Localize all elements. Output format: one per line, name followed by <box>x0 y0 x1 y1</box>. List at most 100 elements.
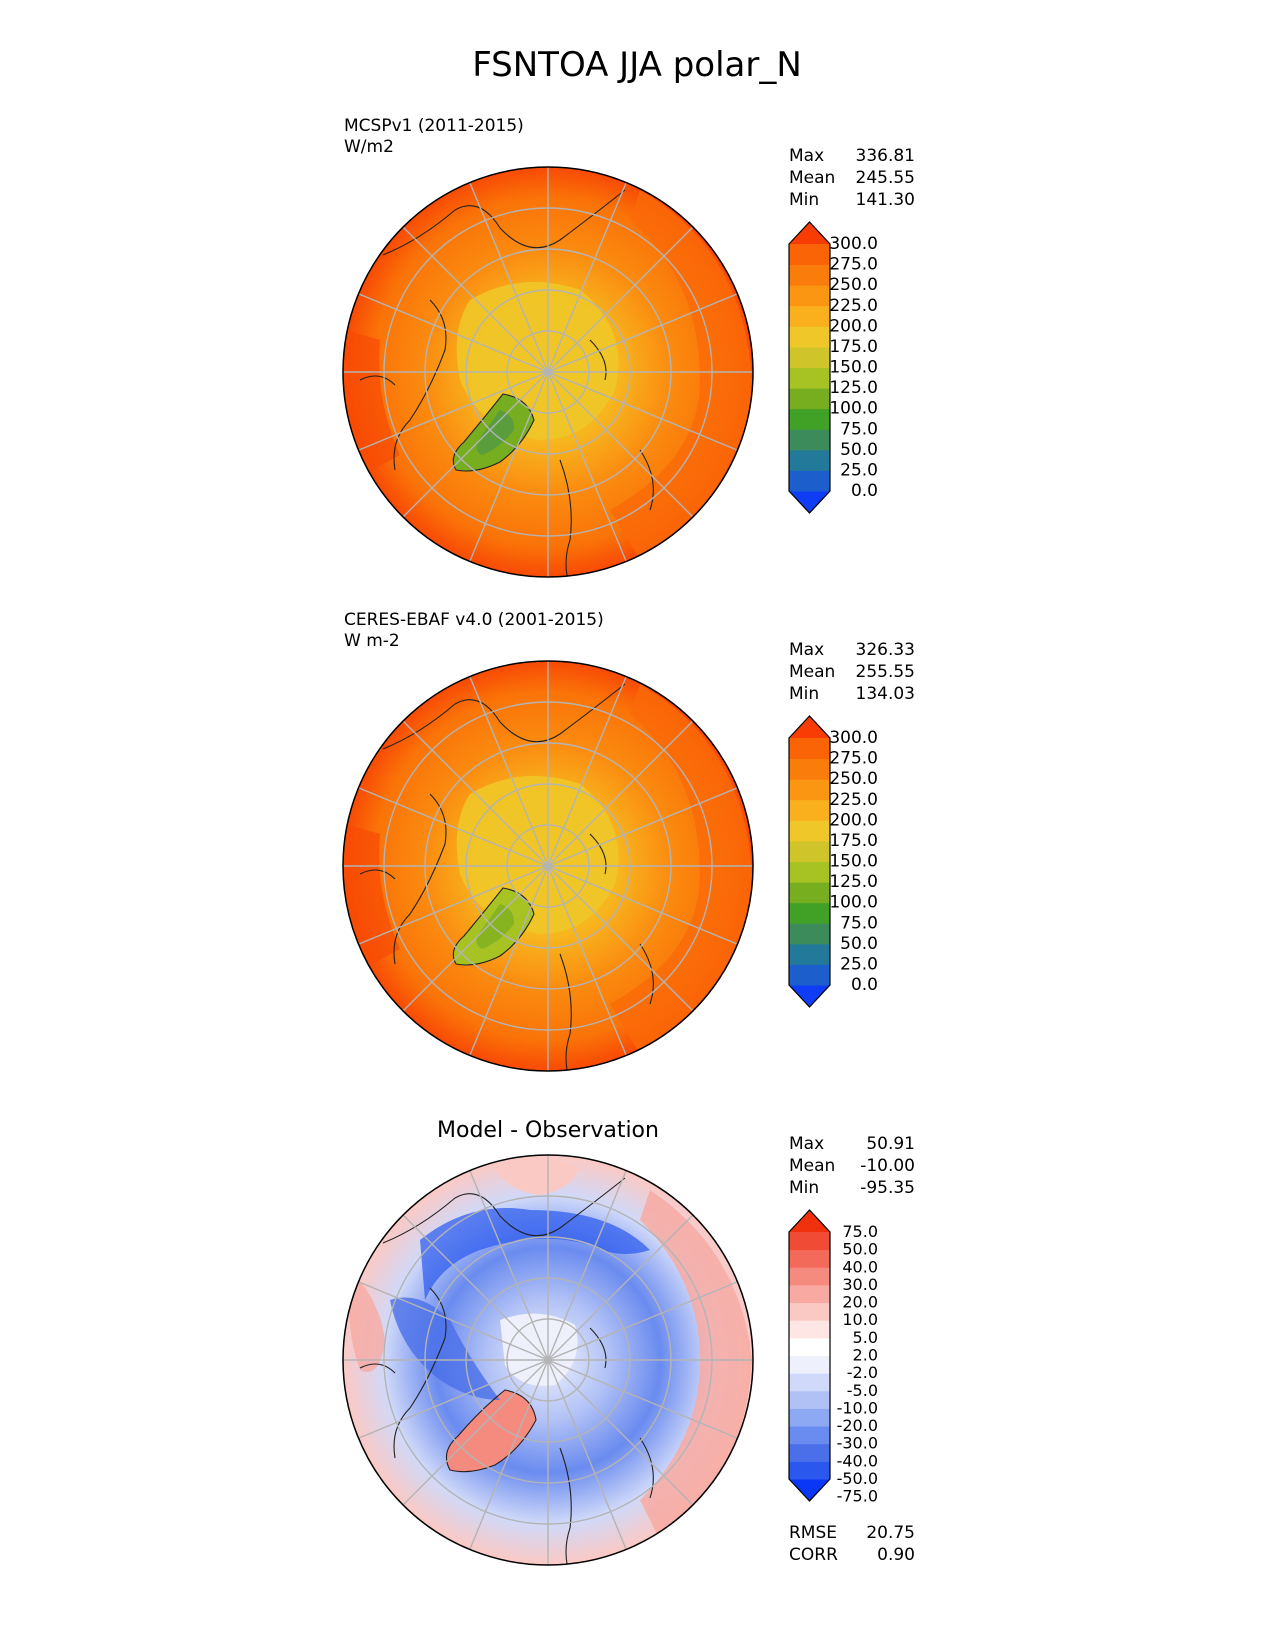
colorbar-tick-label: 200.0 <box>829 810 878 830</box>
colorbar-segment <box>789 902 830 924</box>
coastline <box>359 683 654 1071</box>
colorbar-tick-label: -5.0 <box>847 1381 878 1400</box>
colorbar-tick-label: 75.0 <box>842 1222 878 1241</box>
positive-bias-west <box>348 1270 385 1372</box>
colorbar-outline <box>788 221 831 514</box>
colorbar-segment <box>789 1337 830 1356</box>
colorbar-segment <box>789 882 830 904</box>
colorbar-tick-label: 5.0 <box>853 1328 878 1347</box>
colorbar-extend-max <box>789 222 830 244</box>
gridline-meridians <box>343 167 753 577</box>
map-outer-band-east <box>610 684 753 1054</box>
colorbar-segment <box>789 820 830 842</box>
colorbar-tick-label: 0.0 <box>851 975 878 995</box>
colorbar-tick-label: 40.0 <box>842 1257 878 1276</box>
colorbar-tick-label: -50.0 <box>837 1469 878 1488</box>
stat-value: 255.55 <box>856 662 915 682</box>
colorbar-tick-label: 250.0 <box>829 769 878 789</box>
stat-label: RMSE <box>789 1523 837 1543</box>
greenland-positive-bias <box>446 1390 536 1472</box>
map-outer-band-east <box>610 190 753 560</box>
colorbar-tick-label: 50.0 <box>842 1240 878 1259</box>
colorbar-segment <box>789 326 830 348</box>
polar-map <box>342 660 754 1072</box>
stat-value: 326.33 <box>856 640 915 660</box>
map-border <box>342 1154 754 1566</box>
colorbar-tick-label: 125.0 <box>829 872 878 892</box>
stat-label: Mean <box>789 1156 835 1176</box>
colorbar-tick-label: 100.0 <box>829 399 878 419</box>
stat-value: -95.35 <box>860 1178 915 1198</box>
positive-bias-north <box>490 1156 580 1195</box>
colorbar-tick-label: 300.0 <box>829 234 878 254</box>
colorbar-segment <box>789 799 830 821</box>
colorbar-segment <box>789 1373 830 1392</box>
colorbar-extend-min <box>789 1479 830 1501</box>
panel-title: Model - Observation <box>437 1118 659 1143</box>
stat-value: 141.30 <box>856 190 915 210</box>
colorbar-tick-label: -30.0 <box>837 1434 878 1453</box>
figure-title: FSNTOA JJA polar_N <box>472 45 802 85</box>
greenland-coast <box>452 887 535 966</box>
gridline-meridians <box>343 1155 753 1565</box>
colorbar-segment <box>789 367 830 389</box>
colorbar-segment <box>789 470 830 492</box>
panel-units: W/m2 <box>344 137 394 157</box>
colorbar-segment <box>789 305 830 327</box>
panel-source-label: MCSPv1 (2011-2015) <box>344 116 524 136</box>
colorbar-segment <box>789 1461 830 1480</box>
colorbar-tick-label: 10.0 <box>842 1310 878 1329</box>
colorbar-tick-label: 150.0 <box>829 852 878 872</box>
colorbar: 75.050.040.030.020.010.05.02.0-2.0-5.0-1… <box>788 1209 878 1506</box>
colorbar-tick-label: -2.0 <box>847 1363 878 1382</box>
colorbar-tick-label: 225.0 <box>829 296 878 316</box>
stat-label: Max <box>789 1134 824 1154</box>
colorbar-segment <box>789 408 830 430</box>
stat-value: 50.91 <box>866 1134 915 1154</box>
colorbar-segment <box>789 1408 830 1427</box>
colorbar-tick-label: 275.0 <box>829 749 878 769</box>
colorbar-segment <box>789 1302 830 1321</box>
map-outer-band-west <box>344 824 400 964</box>
colorbar-segment <box>789 738 830 760</box>
greenland-core <box>476 904 515 949</box>
colorbar-tick-label: 50.0 <box>840 440 878 460</box>
colorbar-segment <box>789 1355 830 1374</box>
stat-label: Mean <box>789 662 835 682</box>
colorbar-segment <box>789 1426 830 1445</box>
colorbar-segment <box>789 1267 830 1286</box>
colorbar-tick-label: -20.0 <box>837 1416 878 1435</box>
stat-label: Max <box>789 146 824 166</box>
greenland-core <box>476 410 515 455</box>
positive-bias-east <box>640 1190 752 1540</box>
colorbar-tick-label: 200.0 <box>829 316 878 336</box>
colorbar-segment <box>789 449 830 471</box>
stat-label: CORR <box>789 1545 838 1565</box>
colorbar-tick-label: 50.0 <box>840 934 878 954</box>
stat-label: Min <box>789 684 819 704</box>
colorbar-tick-label: -10.0 <box>837 1398 878 1417</box>
stat-value: 20.75 <box>866 1523 915 1543</box>
colorbar-extend-min <box>789 491 830 513</box>
colorbar-segment <box>789 758 830 780</box>
colorbar-tick-label: 250.0 <box>829 275 878 295</box>
colorbar-segment <box>789 429 830 451</box>
stat-value: 245.55 <box>856 168 915 188</box>
colorbar-segment <box>789 1232 830 1251</box>
colorbar-tick-label: 175.0 <box>829 831 878 851</box>
colorbar-tick-label: -75.0 <box>837 1487 878 1506</box>
polar-map <box>342 1154 754 1566</box>
colorbar-segment <box>789 388 830 410</box>
polar-map <box>342 166 754 578</box>
stats-block: Max 336.81 Mean 245.55 Min 141.30 <box>789 146 915 210</box>
colorbar-segment <box>789 943 830 965</box>
colorbar-tick-label: 300.0 <box>829 728 878 748</box>
colorbar-tick-label: 20.0 <box>842 1293 878 1312</box>
colorbar-tick-label: 75.0 <box>840 419 878 439</box>
colorbar-segment <box>789 244 830 266</box>
stat-value: 336.81 <box>856 146 915 166</box>
colorbar-segment <box>789 346 830 368</box>
colorbar-segment <box>789 1320 830 1339</box>
colorbar-extend-max <box>789 1210 830 1232</box>
